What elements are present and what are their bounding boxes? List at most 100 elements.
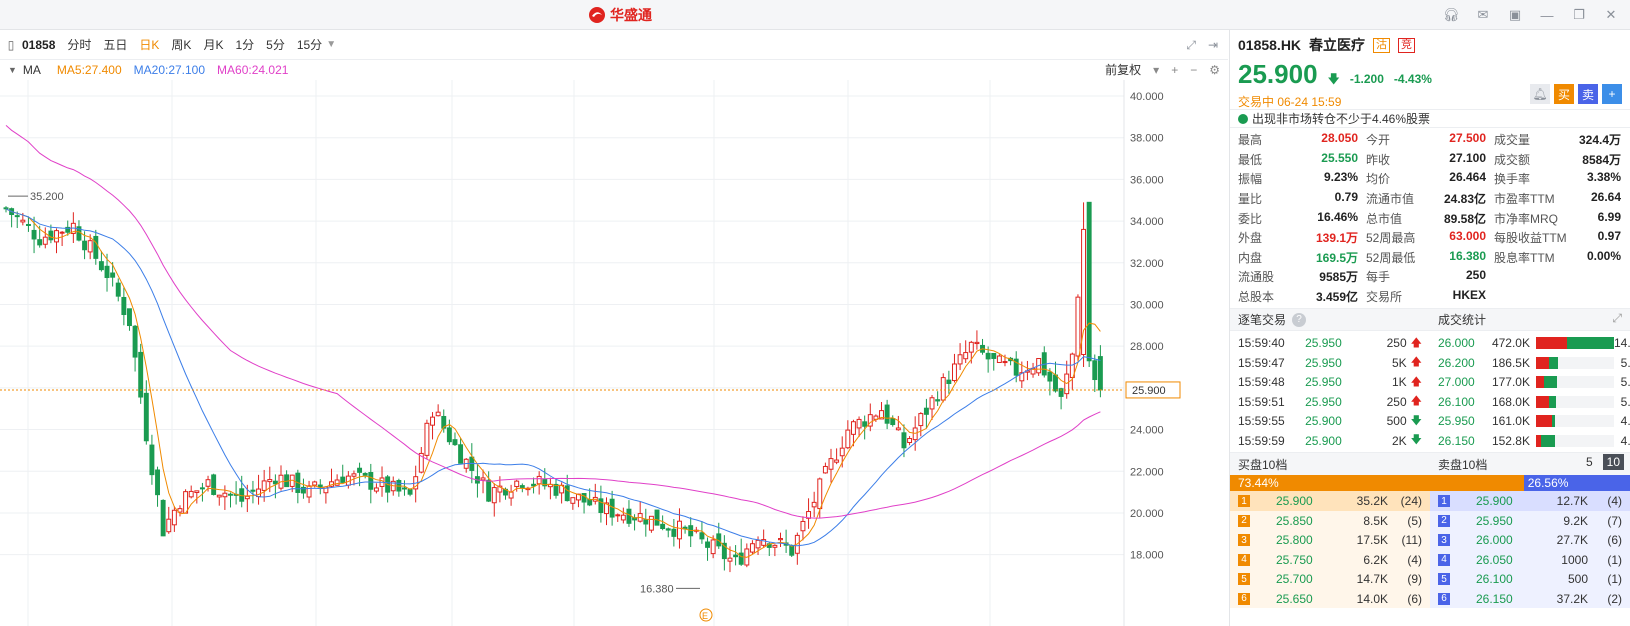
restore-icon[interactable]: ❐ (1573, 7, 1585, 22)
ask-row[interactable]: 6 26.150 37.2K (2) (1430, 589, 1630, 609)
depth-level-5-button[interactable]: 5 (1585, 454, 1593, 469)
depth-price: 26.100 (1476, 572, 1513, 587)
candle-body (828, 458, 834, 470)
candle-body (183, 491, 189, 514)
candle-body (480, 477, 486, 481)
candle-body (3, 207, 9, 210)
depth-price: 25.800 (1276, 533, 1313, 548)
volume-stat-volume: 186.5K (1491, 355, 1530, 370)
depth-order-count: (24) (1400, 494, 1422, 509)
level-badge: 1 (1438, 495, 1450, 508)
candle-body (710, 539, 716, 555)
headset-icon[interactable]: 🎧︎ (1442, 7, 1460, 22)
ma-label[interactable]: MA (22, 63, 41, 77)
tab-15min[interactable]: 15分 (296, 38, 323, 52)
side-panel-toggle-icon[interactable]: ▯ (7, 37, 15, 52)
stat-cell: 总市值 89.58亿 (1366, 210, 1494, 227)
candle-body (48, 230, 54, 241)
shirt-icon[interactable]: ▣ (1508, 7, 1522, 22)
candle-body (160, 499, 166, 537)
help-icon[interactable]: ? (1292, 312, 1307, 327)
candle-body (817, 478, 823, 510)
tab-weekly-k[interactable]: 周K (171, 38, 192, 52)
stat-value: 89.58亿 (1443, 211, 1486, 226)
bid-row[interactable]: 1 25.900 35.2K (24) (1230, 491, 1430, 511)
ask-row[interactable]: 2 25.950 9.2K (7) (1430, 511, 1630, 531)
stat-label: 成交量 (1494, 133, 1531, 148)
buy-button[interactable]: 买 (1554, 84, 1574, 104)
notice-bar[interactable]: 出现非市场转仓不少于4.46%股票 (1230, 110, 1630, 128)
tab-monthly-k[interactable]: 月K (203, 38, 224, 52)
bid-row[interactable]: 2 25.850 8.5K (5) (1230, 511, 1430, 531)
rest-share-bar (1557, 376, 1614, 389)
add-watchlist-button[interactable]: + (1602, 84, 1622, 104)
level-badge: 4 (1238, 553, 1250, 566)
tab-5min[interactable]: 5分 (266, 38, 285, 52)
volume-stat-volume: 168.0K (1491, 394, 1530, 409)
candle-body (727, 557, 733, 562)
candle-body (244, 495, 250, 500)
sell-button[interactable]: 卖 (1578, 84, 1598, 104)
zoom-out-icon[interactable]: − (1190, 62, 1198, 77)
tab-daily-k[interactable]: 日K (139, 38, 160, 52)
price-adjust-select[interactable]: 前复权 (1105, 63, 1142, 77)
mail-icon[interactable]: ✉︎ (1477, 7, 1489, 22)
ma-collapse-icon[interactable]: ▼ (8, 65, 17, 75)
trade-time: 15:59:51 (1238, 394, 1285, 409)
depth-level-10-button[interactable]: 10 (1602, 453, 1624, 470)
bid-row[interactable]: 6 25.650 14.0K (6) (1230, 589, 1430, 609)
candle-body (211, 474, 217, 495)
candle-body (110, 272, 116, 278)
tab-1min[interactable]: 1分 (235, 38, 255, 52)
bid-row[interactable]: 4 25.750 6.2K (4) (1230, 550, 1430, 570)
zoom-in-icon[interactable]: + (1171, 62, 1179, 77)
fullscreen-icon[interactable]: ⤢ (1186, 38, 1196, 52)
volume-stat-pct: 5.18% (1620, 394, 1630, 409)
ask-row[interactable]: 1 25.900 12.7K (4) (1430, 491, 1630, 511)
close-icon[interactable]: ✕ (1605, 7, 1617, 22)
trade-volume: 5K (1391, 355, 1407, 370)
depth-order-count: (9) (1407, 572, 1422, 587)
period-dropdown-icon[interactable]: ▼ (326, 39, 337, 50)
ask-row[interactable]: 3 26.000 27.7K (6) (1430, 530, 1630, 550)
stat-label: 振幅 (1238, 172, 1263, 187)
candle-body (598, 498, 604, 514)
candle-body (570, 497, 576, 504)
chart-canvas[interactable]: 40.000 38.000 36.000 34.000 32.000 30.000 28.0… (0, 80, 1228, 626)
stat-cell: 外盘 139.1万 (1238, 229, 1366, 246)
tab-volume-stats[interactable]: 成交统计 (1438, 313, 1487, 328)
candle-body (940, 377, 946, 401)
event-marker-label: E (702, 611, 708, 621)
trade-row: 15:59:40 25.950 250 🡅 (1230, 333, 1430, 353)
bid-row[interactable]: 5 25.700 14.7K (9) (1230, 569, 1430, 589)
candle-body (407, 489, 413, 495)
candle-body (699, 532, 705, 540)
candlestick-chart[interactable]: 40.000 38.000 36.000 34.000 32.000 30.000 28.0… (0, 80, 1228, 626)
candle-body (918, 413, 924, 427)
candle-body (402, 487, 407, 490)
stat-cell: 均价 26.464 (1366, 170, 1494, 187)
tab-five-day[interactable]: 五日 (103, 38, 128, 52)
stat-value: 16.380 (1449, 248, 1486, 263)
ma-indicator-bar: ▼ MA MA5:27.400 MA20:27.100 MA60:24.021 … (0, 60, 1228, 80)
minimize-icon[interactable]: — (1540, 7, 1554, 23)
rest-share-bar (1557, 356, 1614, 369)
y-tick-label: 34.000 (1130, 216, 1164, 228)
trade-row: 15:59:47 25.950 5K 🡅 (1230, 353, 1430, 373)
settings-icon[interactable]: ⚙ (1209, 62, 1220, 77)
expand-icon[interactable]: ⤢ (1612, 311, 1622, 326)
bid-row[interactable]: 3 25.800 17.5K (11) (1230, 530, 1430, 550)
tab-intraday[interactable]: 分时 (67, 38, 92, 52)
ask-row[interactable]: 5 26.100 500 (1) (1430, 569, 1630, 589)
ask-row[interactable]: 4 26.050 1000 (1) (1430, 550, 1630, 570)
alert-bell-icon[interactable]: 🔔︎ (1530, 84, 1550, 104)
candle-body (514, 480, 520, 488)
depth-order-count: (2) (1607, 591, 1622, 606)
tab-trades[interactable]: 逐笔交易 (1238, 313, 1287, 328)
low-label: 16.380 (640, 583, 674, 595)
volume-stat-price: 26.100 (1438, 394, 1475, 409)
panel-collapse-icon[interactable]: ⇥ (1207, 38, 1218, 52)
stats-row: 内盘 169.5万 52周最低 16.380 股息率TTM 0.00% (1238, 248, 1622, 268)
last-price-box (1125, 381, 1181, 399)
chevron-down-icon[interactable]: ▾ (1153, 62, 1160, 77)
